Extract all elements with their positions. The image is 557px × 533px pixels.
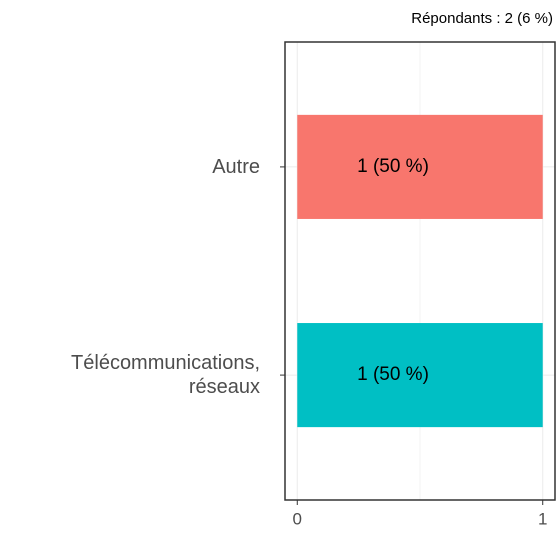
y-tick-label: Télécommunications, réseaux [71,352,260,399]
subtitle: Répondants : 2 (6 %) [411,10,553,27]
x-tick-label: 0 [293,509,302,528]
y-tick-label: Autre [212,155,260,178]
bar [297,323,543,428]
x-tick-label: 1 [538,509,547,528]
bar [297,114,543,219]
value-label: 1 (50 %) [357,364,429,385]
panel-border [284,41,556,501]
value-label: 1 (50 %) [357,156,429,177]
